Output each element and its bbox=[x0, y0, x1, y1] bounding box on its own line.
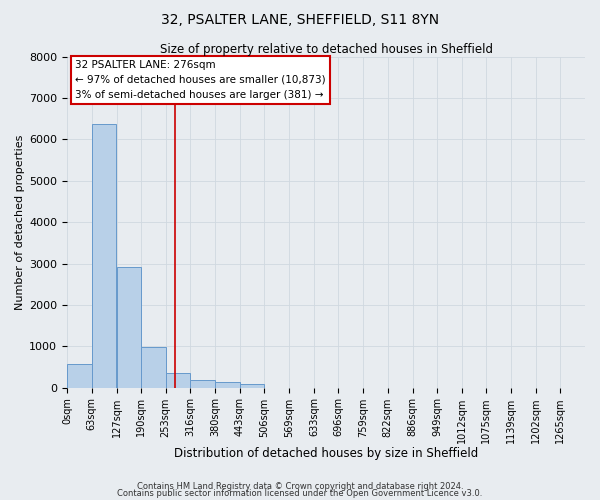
Bar bbox=[141, 347, 166, 388]
Bar bbox=[92, 124, 116, 388]
Bar bbox=[190, 380, 215, 388]
Bar bbox=[67, 364, 92, 388]
Bar bbox=[116, 267, 141, 388]
Text: Contains public sector information licensed under the Open Government Licence v3: Contains public sector information licen… bbox=[118, 490, 482, 498]
Text: 32, PSALTER LANE, SHEFFIELD, S11 8YN: 32, PSALTER LANE, SHEFFIELD, S11 8YN bbox=[161, 12, 439, 26]
Title: Size of property relative to detached houses in Sheffield: Size of property relative to detached ho… bbox=[160, 42, 493, 56]
Bar bbox=[215, 382, 240, 388]
Text: 32 PSALTER LANE: 276sqm
← 97% of detached houses are smaller (10,873)
3% of semi: 32 PSALTER LANE: 276sqm ← 97% of detache… bbox=[75, 60, 325, 100]
Text: Contains HM Land Registry data © Crown copyright and database right 2024.: Contains HM Land Registry data © Crown c… bbox=[137, 482, 463, 491]
Y-axis label: Number of detached properties: Number of detached properties bbox=[15, 134, 25, 310]
X-axis label: Distribution of detached houses by size in Sheffield: Distribution of detached houses by size … bbox=[174, 447, 478, 460]
Bar bbox=[166, 372, 190, 388]
Bar bbox=[240, 384, 265, 388]
